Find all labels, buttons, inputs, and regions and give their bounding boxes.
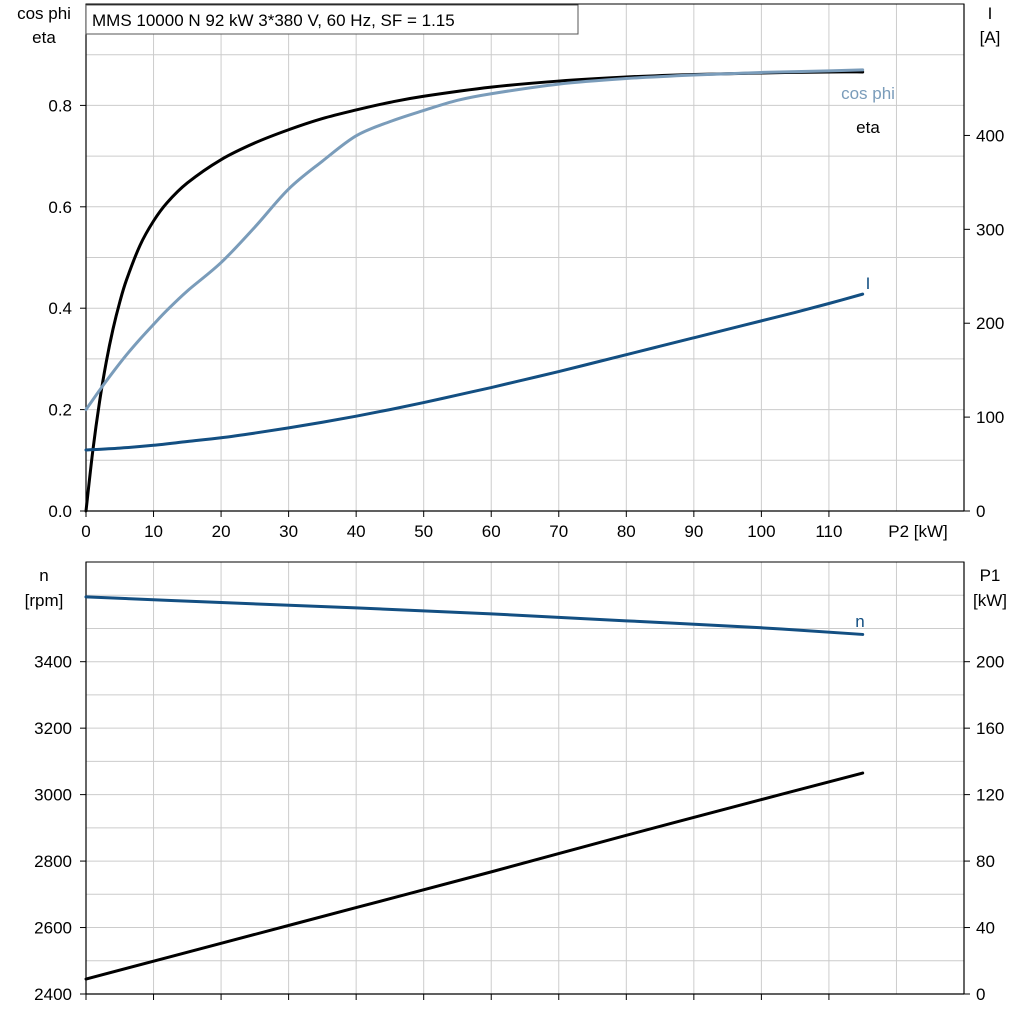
- x-tick-label: 70: [549, 522, 568, 541]
- x-tick-label: 90: [684, 522, 703, 541]
- y-left-axis-label: eta: [32, 28, 56, 47]
- y-right-tick-label: 160: [976, 719, 1004, 738]
- y-right-axis-label: I: [988, 4, 993, 23]
- x-tick-label: 100: [747, 522, 775, 541]
- x-tick-label: 50: [414, 522, 433, 541]
- grid-2: [86, 562, 964, 994]
- x-tick-label: 110: [815, 522, 842, 541]
- series-line-cos-phi: [84, 68, 865, 412]
- y-left-tick-label: 2800: [34, 852, 72, 871]
- y-left-tick-label: 0.6: [48, 198, 72, 217]
- series-label-cos-phi: cos phi: [841, 84, 895, 103]
- y-right-axis-label: P1: [980, 566, 1001, 585]
- y-right-tick-label: 40: [976, 919, 995, 938]
- y-left-tick-label: 3200: [34, 719, 72, 738]
- x-axis-label: P2 [kW]: [888, 522, 948, 541]
- chart-panel-2: 2400 2600 2800 3000 3200 3400 0 40 80 120 160 200 n […: [25, 561, 1007, 1004]
- title-box: [85, 4, 579, 35]
- x-tick-label: 60: [482, 522, 501, 541]
- series-label-i: I: [866, 274, 871, 293]
- y-right-axis-label: [kW]: [973, 591, 1007, 610]
- x-tick-label: 10: [144, 522, 163, 541]
- y-left-tick-label: 3000: [34, 786, 72, 805]
- y-right-tick-label: 0: [976, 502, 985, 521]
- y-left-tick-label: 3400: [34, 653, 72, 672]
- chart-panel-1: 0.0 0.2 0.4 0.6 0.8 0 100 200 300 400 0 10 20 30 40 50 6…: [17, 3, 1004, 541]
- y-left-axis-label: n: [39, 566, 48, 585]
- y-right-tick-label: 100: [976, 408, 1004, 427]
- y-right-tick-label: 400: [976, 126, 1004, 145]
- y-right-tick-label: 80: [976, 852, 995, 871]
- x-tick-label: 30: [279, 522, 298, 541]
- x-tick-label: 0: [81, 522, 90, 541]
- y-right-axis-label: [A]: [980, 28, 1001, 47]
- y-right-tick-label: 300: [976, 220, 1004, 239]
- chart-title: MMS 10000 N 92 kW 3*380 V, 60 Hz, SF = 1…: [92, 11, 455, 30]
- y-left-tick-label: 0.2: [48, 401, 72, 420]
- series-line-i: [84, 292, 865, 452]
- y-right-tick-label: 200: [976, 653, 1004, 672]
- y-left-tick-label: 0.4: [48, 299, 72, 318]
- x-tick-label: 80: [617, 522, 636, 541]
- series-label-n: n: [855, 612, 864, 631]
- y-left-axis-label: cos phi: [17, 4, 71, 23]
- x-tick-label: 20: [212, 522, 231, 541]
- grid-1: [86, 4, 964, 511]
- x-tick-label: 40: [347, 522, 366, 541]
- series-line-p1: [84, 771, 865, 981]
- y-right-tick-label: 120: [976, 786, 1004, 805]
- y-right-tick-label: 200: [976, 314, 1004, 333]
- y-left-tick-label: 0.8: [48, 96, 72, 115]
- y-left-tick-label: 2400: [34, 985, 72, 1004]
- y-left-axis-label: [rpm]: [25, 591, 64, 610]
- series-label-eta: eta: [856, 118, 880, 137]
- y-left-tick-label: 2600: [34, 919, 72, 938]
- y-left-tick-label: 0.0: [48, 502, 72, 521]
- y-right-tick-label: 0: [976, 985, 985, 1004]
- series-line-n: [84, 595, 865, 636]
